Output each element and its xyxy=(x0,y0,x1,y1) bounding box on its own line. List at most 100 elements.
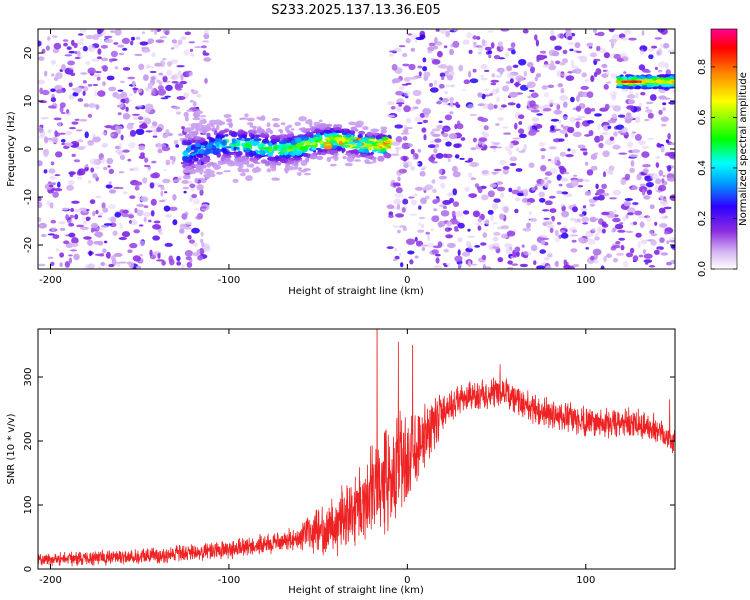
spectrogram-cell xyxy=(67,60,75,66)
spectrogram-cell xyxy=(601,183,607,189)
spectrogram-cell xyxy=(477,225,482,231)
spectrogram-cell xyxy=(657,69,663,73)
spectrogram-cell xyxy=(472,137,477,143)
spectrogram-cell xyxy=(567,71,573,74)
spectrogram-cell xyxy=(454,210,464,218)
spectrogram-cell xyxy=(402,226,407,232)
spectrogram-cell xyxy=(70,72,76,77)
spectrogram-cell xyxy=(646,70,651,73)
spectrogram-cell xyxy=(189,196,193,203)
spectrogram-cell xyxy=(40,233,47,238)
spectrogram-cell xyxy=(574,118,582,121)
spectrogram-cell xyxy=(49,175,57,180)
spectrogram-cell xyxy=(518,133,527,139)
spectrogram-cell xyxy=(487,103,495,111)
spectrogram-cell xyxy=(642,164,651,168)
spectrogram-cell xyxy=(117,151,124,156)
spectrogram-cell xyxy=(671,80,675,84)
spectrogram-cell xyxy=(175,144,180,148)
spectrogram-cell xyxy=(559,61,566,66)
spectrogram-cell xyxy=(225,157,231,162)
spectrogram-cell xyxy=(135,36,141,40)
spectrogram-cell xyxy=(316,155,324,160)
spectrogram-cell xyxy=(650,240,657,246)
spectrogram-cell xyxy=(667,177,675,182)
spectrogram-cell xyxy=(359,153,368,158)
spectrogram-cell xyxy=(117,89,124,92)
spectrogram-cell xyxy=(590,165,598,171)
spectrogram-cell xyxy=(203,57,212,62)
spectrogram-cell xyxy=(388,214,394,218)
colorbar-tick-label: 0.2 xyxy=(697,211,708,227)
spectrogram-cell xyxy=(162,58,167,61)
spectrogram-cell xyxy=(584,134,591,137)
spectrogram-cell xyxy=(669,142,675,146)
spectrogram-cell xyxy=(110,133,115,137)
spectrogram-cell xyxy=(627,99,636,105)
spectrogram-cell xyxy=(237,168,242,172)
spectrogram-cell xyxy=(190,99,194,103)
spectrogram-cell xyxy=(491,73,496,78)
spectrogram-cell xyxy=(480,77,488,81)
spectrogram-cell xyxy=(533,260,537,266)
spectrogram-cell xyxy=(115,125,123,131)
spectrogram-cell xyxy=(104,125,113,129)
spectrogram-cell xyxy=(530,66,535,74)
spectrogram-cell xyxy=(541,155,545,160)
spectrogram-cell xyxy=(364,148,369,154)
spectrogram-cell xyxy=(109,189,116,194)
spectrogram-cell xyxy=(138,155,146,160)
spectrogram-cell xyxy=(173,42,180,49)
spectrogram-cell xyxy=(663,77,672,81)
spectrogram-cell xyxy=(394,192,404,198)
spectrogram-cell xyxy=(173,106,181,110)
spectrogram-cell xyxy=(160,97,169,100)
spectrogram-cell xyxy=(560,73,568,77)
spectrogram-cell xyxy=(240,134,248,137)
spectrogram-cell xyxy=(655,178,662,185)
spectrogram-cell xyxy=(341,137,346,143)
spectrogram-cell xyxy=(526,201,531,206)
spectrogram-cell xyxy=(125,106,129,112)
spectrogram-cell xyxy=(389,53,394,57)
spectrogram-cell xyxy=(554,155,560,161)
spectrogram-cell xyxy=(422,66,428,72)
spectrogram-cell xyxy=(330,156,339,159)
spectrogram-cell xyxy=(240,172,246,177)
spectrogram-y-label: Frequency (Hz) xyxy=(6,111,17,187)
spectrogram-cell xyxy=(355,124,363,128)
spectrogram-cell xyxy=(190,155,197,158)
spectrogram-cell xyxy=(147,66,156,69)
spectrogram-cell xyxy=(436,124,444,129)
spectrogram-cell xyxy=(576,95,580,102)
spectrogram-cell xyxy=(433,79,438,87)
spectrogram-cell xyxy=(420,244,429,247)
spectrogram-cell xyxy=(476,36,481,40)
spectrogram-cell xyxy=(401,142,409,150)
spectrogram-cell xyxy=(474,222,483,226)
spectrogram-cell xyxy=(331,133,338,137)
spectrogram-cell xyxy=(453,143,461,149)
y-tick-label: 0 xyxy=(23,566,34,572)
spectrogram-cell xyxy=(521,197,529,203)
spectrogram-cell xyxy=(571,69,577,74)
spectrogram-cell xyxy=(158,232,164,235)
spectrogram-cell xyxy=(665,139,670,143)
spectrogram-cell xyxy=(438,120,443,124)
spectrogram-cell xyxy=(452,188,458,196)
spectrogram-cell xyxy=(251,125,257,129)
spectrogram-cell xyxy=(484,219,490,225)
spectrogram-cell xyxy=(248,132,253,137)
spectrogram-cell xyxy=(484,88,490,92)
spectrogram-cell xyxy=(76,224,85,228)
spectrogram-cell xyxy=(559,95,568,101)
spectrogram-cell xyxy=(411,199,417,206)
spectrogram-cell xyxy=(139,196,149,202)
spectrogram-cell xyxy=(48,168,56,174)
spectrogram-cell xyxy=(531,187,535,191)
spectrogram-cell xyxy=(498,107,505,111)
spectrogram-cell xyxy=(575,105,582,112)
spectrogram-cell xyxy=(324,145,333,150)
spectrogram-cell xyxy=(132,81,136,87)
spectrogram-cell xyxy=(418,216,426,220)
